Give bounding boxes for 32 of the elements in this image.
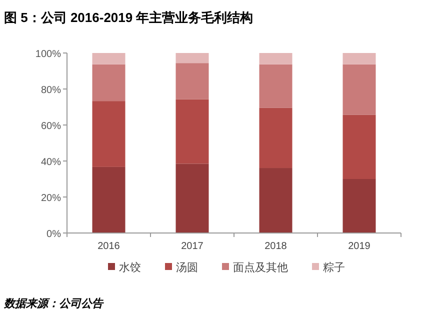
source-note: 数据来源：公司公告 xyxy=(3,297,104,310)
bar xyxy=(342,64,376,115)
y-tick-label: 0% xyxy=(46,229,62,240)
legend-label: 水饺 xyxy=(119,261,141,274)
legend-label: 粽子 xyxy=(323,261,345,274)
x-tick-label: 2017 xyxy=(181,241,204,252)
bar xyxy=(92,64,126,102)
bar xyxy=(176,63,209,100)
y-tick-label: 20% xyxy=(40,193,62,204)
bar xyxy=(176,99,209,164)
legend-label: 面点及其他 xyxy=(233,261,288,274)
y-tick-label: 100% xyxy=(35,49,62,60)
bar xyxy=(342,114,376,179)
x-tick-label: 2019 xyxy=(348,241,371,252)
y-tick-label: 80% xyxy=(40,85,62,96)
bar xyxy=(259,53,292,64)
bar xyxy=(176,164,209,233)
x-tick-label: 2018 xyxy=(264,241,288,252)
bar xyxy=(92,101,126,167)
y-tick-label: 40% xyxy=(40,157,62,168)
bar xyxy=(92,53,126,64)
y-tick-label: 60% xyxy=(40,121,62,132)
chart-title: 图 5：公司 2016-2019 年主营业务毛利结构 xyxy=(4,10,254,25)
bar xyxy=(342,179,376,233)
bar xyxy=(259,64,292,108)
bar xyxy=(176,53,209,64)
bar xyxy=(259,108,292,168)
bar xyxy=(342,53,376,64)
x-tick-label: 2016 xyxy=(98,241,120,252)
bar xyxy=(92,166,126,233)
bar xyxy=(259,168,292,233)
legend-label: 汤圆 xyxy=(176,262,198,274)
